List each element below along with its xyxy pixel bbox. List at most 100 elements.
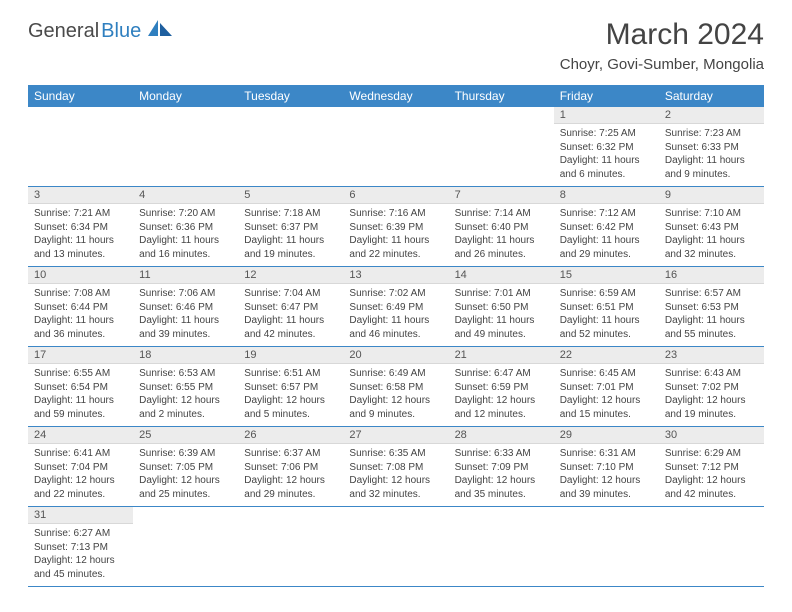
day-details: Sunrise: 7:10 AMSunset: 6:43 PMDaylight:… <box>659 204 764 266</box>
calendar-cell: 8Sunrise: 7:12 AMSunset: 6:42 PMDaylight… <box>554 187 659 267</box>
day-number: 30 <box>659 427 764 444</box>
day-header: Sunday <box>28 85 133 107</box>
calendar-cell: 6Sunrise: 7:16 AMSunset: 6:39 PMDaylight… <box>343 187 448 267</box>
sail-icon <box>146 18 174 44</box>
day-details: Sunrise: 6:29 AMSunset: 7:12 PMDaylight:… <box>659 444 764 506</box>
calendar-cell: 13Sunrise: 7:02 AMSunset: 6:49 PMDayligh… <box>343 267 448 347</box>
day-header: Friday <box>554 85 659 107</box>
calendar-cell: 10Sunrise: 7:08 AMSunset: 6:44 PMDayligh… <box>28 267 133 347</box>
calendar-cell: 23Sunrise: 6:43 AMSunset: 7:02 PMDayligh… <box>659 347 764 427</box>
calendar-cell: 31Sunrise: 6:27 AMSunset: 7:13 PMDayligh… <box>28 507 133 587</box>
day-number: 9 <box>659 187 764 204</box>
day-details: Sunrise: 6:57 AMSunset: 6:53 PMDaylight:… <box>659 284 764 346</box>
day-number: 25 <box>133 427 238 444</box>
day-header: Tuesday <box>238 85 343 107</box>
day-header: Monday <box>133 85 238 107</box>
calendar-cell <box>343 507 448 587</box>
day-details: Sunrise: 6:45 AMSunset: 7:01 PMDaylight:… <box>554 364 659 426</box>
day-details: Sunrise: 7:06 AMSunset: 6:46 PMDaylight:… <box>133 284 238 346</box>
calendar-cell: 29Sunrise: 6:31 AMSunset: 7:10 PMDayligh… <box>554 427 659 507</box>
day-details: Sunrise: 7:14 AMSunset: 6:40 PMDaylight:… <box>449 204 554 266</box>
day-number: 28 <box>449 427 554 444</box>
day-details: Sunrise: 6:55 AMSunset: 6:54 PMDaylight:… <box>28 364 133 426</box>
calendar-cell: 4Sunrise: 7:20 AMSunset: 6:36 PMDaylight… <box>133 187 238 267</box>
day-details: Sunrise: 6:33 AMSunset: 7:09 PMDaylight:… <box>449 444 554 506</box>
calendar-cell: 7Sunrise: 7:14 AMSunset: 6:40 PMDaylight… <box>449 187 554 267</box>
day-details: Sunrise: 7:04 AMSunset: 6:47 PMDaylight:… <box>238 284 343 346</box>
calendar-cell: 12Sunrise: 7:04 AMSunset: 6:47 PMDayligh… <box>238 267 343 347</box>
brand-part1: General <box>28 20 99 43</box>
calendar-cell: 11Sunrise: 7:06 AMSunset: 6:46 PMDayligh… <box>133 267 238 347</box>
calendar-row: 10Sunrise: 7:08 AMSunset: 6:44 PMDayligh… <box>28 267 764 347</box>
calendar-cell: 15Sunrise: 6:59 AMSunset: 6:51 PMDayligh… <box>554 267 659 347</box>
day-number: 22 <box>554 347 659 364</box>
day-details: Sunrise: 6:59 AMSunset: 6:51 PMDaylight:… <box>554 284 659 346</box>
day-details: Sunrise: 6:47 AMSunset: 6:59 PMDaylight:… <box>449 364 554 426</box>
day-details: Sunrise: 6:43 AMSunset: 7:02 PMDaylight:… <box>659 364 764 426</box>
calendar-row: 31Sunrise: 6:27 AMSunset: 7:13 PMDayligh… <box>28 507 764 587</box>
calendar-cell: 9Sunrise: 7:10 AMSunset: 6:43 PMDaylight… <box>659 187 764 267</box>
day-number: 16 <box>659 267 764 284</box>
calendar-cell: 17Sunrise: 6:55 AMSunset: 6:54 PMDayligh… <box>28 347 133 427</box>
day-number: 12 <box>238 267 343 284</box>
month-title: March 2024 <box>560 18 764 52</box>
location-text: Choyr, Govi-Sumber, Mongolia <box>560 56 764 73</box>
title-block: March 2024 Choyr, Govi-Sumber, Mongolia <box>560 18 764 73</box>
day-details: Sunrise: 6:37 AMSunset: 7:06 PMDaylight:… <box>238 444 343 506</box>
brand-logo: GeneralBlue <box>28 18 174 44</box>
calendar-cell <box>659 507 764 587</box>
day-header: Thursday <box>449 85 554 107</box>
calendar-cell <box>554 507 659 587</box>
day-number: 2 <box>659 107 764 124</box>
day-number: 24 <box>28 427 133 444</box>
calendar-cell: 0 <box>28 107 133 187</box>
day-header: Wednesday <box>343 85 448 107</box>
calendar-table: SundayMondayTuesdayWednesdayThursdayFrid… <box>28 85 764 587</box>
calendar-row: 24Sunrise: 6:41 AMSunset: 7:04 PMDayligh… <box>28 427 764 507</box>
day-header: Saturday <box>659 85 764 107</box>
day-number: 7 <box>449 187 554 204</box>
calendar-row: 3Sunrise: 7:21 AMSunset: 6:34 PMDaylight… <box>28 187 764 267</box>
day-number: 26 <box>238 427 343 444</box>
day-number: 4 <box>133 187 238 204</box>
calendar-cell: 22Sunrise: 6:45 AMSunset: 7:01 PMDayligh… <box>554 347 659 427</box>
day-number: 21 <box>449 347 554 364</box>
calendar-cell: 5Sunrise: 7:18 AMSunset: 6:37 PMDaylight… <box>238 187 343 267</box>
calendar-cell: 25Sunrise: 6:39 AMSunset: 7:05 PMDayligh… <box>133 427 238 507</box>
calendar-cell <box>238 507 343 587</box>
day-details: Sunrise: 7:25 AMSunset: 6:32 PMDaylight:… <box>554 124 659 186</box>
day-details: Sunrise: 7:16 AMSunset: 6:39 PMDaylight:… <box>343 204 448 266</box>
day-details: Sunrise: 6:53 AMSunset: 6:55 PMDaylight:… <box>133 364 238 426</box>
day-details: Sunrise: 7:20 AMSunset: 6:36 PMDaylight:… <box>133 204 238 266</box>
calendar-cell: 26Sunrise: 6:37 AMSunset: 7:06 PMDayligh… <box>238 427 343 507</box>
calendar-cell: 14Sunrise: 7:01 AMSunset: 6:50 PMDayligh… <box>449 267 554 347</box>
calendar-cell: 0 <box>133 107 238 187</box>
day-details: Sunrise: 6:41 AMSunset: 7:04 PMDaylight:… <box>28 444 133 506</box>
day-number: 6 <box>343 187 448 204</box>
day-number: 20 <box>343 347 448 364</box>
day-header-row: SundayMondayTuesdayWednesdayThursdayFrid… <box>28 85 764 107</box>
calendar-cell: 0 <box>343 107 448 187</box>
calendar-cell: 27Sunrise: 6:35 AMSunset: 7:08 PMDayligh… <box>343 427 448 507</box>
day-details: Sunrise: 6:39 AMSunset: 7:05 PMDaylight:… <box>133 444 238 506</box>
day-details: Sunrise: 7:23 AMSunset: 6:33 PMDaylight:… <box>659 124 764 186</box>
day-details: Sunrise: 6:49 AMSunset: 6:58 PMDaylight:… <box>343 364 448 426</box>
day-details: Sunrise: 7:18 AMSunset: 6:37 PMDaylight:… <box>238 204 343 266</box>
calendar-cell: 1Sunrise: 7:25 AMSunset: 6:32 PMDaylight… <box>554 107 659 187</box>
calendar-cell: 16Sunrise: 6:57 AMSunset: 6:53 PMDayligh… <box>659 267 764 347</box>
day-details: Sunrise: 7:12 AMSunset: 6:42 PMDaylight:… <box>554 204 659 266</box>
calendar-cell: 30Sunrise: 6:29 AMSunset: 7:12 PMDayligh… <box>659 427 764 507</box>
day-number: 18 <box>133 347 238 364</box>
calendar-cell: 28Sunrise: 6:33 AMSunset: 7:09 PMDayligh… <box>449 427 554 507</box>
day-number: 19 <box>238 347 343 364</box>
calendar-row: 0 0 0 0 0 1Sunrise: 7:25 AMSunset: 6:32 … <box>28 107 764 187</box>
calendar-cell: 21Sunrise: 6:47 AMSunset: 6:59 PMDayligh… <box>449 347 554 427</box>
day-number: 1 <box>554 107 659 124</box>
calendar-cell <box>449 507 554 587</box>
day-number: 14 <box>449 267 554 284</box>
day-number: 29 <box>554 427 659 444</box>
calendar-body: 0 0 0 0 0 1Sunrise: 7:25 AMSunset: 6:32 … <box>28 107 764 587</box>
header: GeneralBlue March 2024 Choyr, Govi-Sumbe… <box>28 18 764 73</box>
day-number: 10 <box>28 267 133 284</box>
calendar-cell: 2Sunrise: 7:23 AMSunset: 6:33 PMDaylight… <box>659 107 764 187</box>
